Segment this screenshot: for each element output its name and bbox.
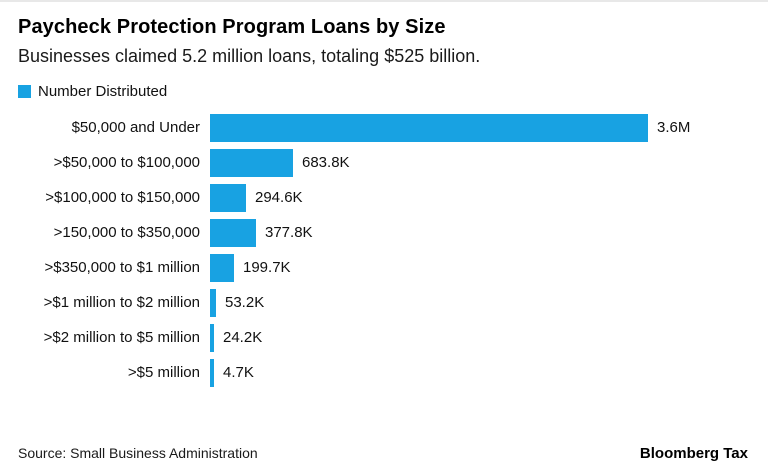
bar-category-label: >$100,000 to $150,000: [45, 189, 200, 206]
bar-category-label: >$5 million: [127, 364, 200, 381]
legend-label: Number Distributed: [38, 83, 168, 100]
bar: [210, 113, 648, 142]
bar-track: 294.6K: [210, 183, 748, 212]
bar-row: >$50,000 to $100,000 683.8K: [18, 145, 748, 180]
bar: [210, 358, 214, 387]
bar-track: 199.7K: [210, 253, 748, 282]
bar-track: 24.2K: [210, 323, 748, 352]
bar: [210, 148, 293, 177]
legend-square-icon: [18, 85, 31, 98]
bar-value-label: 683.8K: [302, 154, 350, 171]
bar-category-label: $50,000 and Under: [71, 119, 200, 136]
bar-chart: $50,000 and Under 3.6M >$50,000 to $100,00…: [18, 110, 748, 390]
bar: [210, 183, 246, 212]
bar-row: >150,000 to $350,000 377.8K: [18, 215, 748, 250]
bar-value-label: 4.7K: [223, 364, 254, 381]
legend: Number Distributed: [18, 83, 748, 100]
bar-category-label: >$2 million to $5 million: [43, 329, 200, 346]
bar-row: >$1 million to $2 million 53.2K: [18, 285, 748, 320]
bar-row: >$100,000 to $150,000 294.6K: [18, 180, 748, 215]
bar-value-label: 377.8K: [265, 224, 313, 241]
chart-card: Paycheck Protection Program Loans by Siz…: [0, 2, 768, 390]
bar: [210, 288, 216, 317]
bar-value-label: 3.6M: [657, 119, 691, 136]
bar-row: >$350,000 to $1 million 199.7K: [18, 250, 748, 285]
bar-track: 53.2K: [210, 288, 748, 317]
bar-track: 4.7K: [210, 358, 748, 387]
brand-logo: Bloomberg Tax: [639, 445, 748, 462]
bar-row: >$5 million 4.7K: [18, 355, 748, 390]
bar-track: 3.6M: [210, 113, 748, 142]
chart-subtitle: Businesses claimed 5.2 million loans, to…: [18, 46, 481, 66]
bar-value-label: 294.6K: [255, 189, 303, 206]
bar-category-label: >$50,000 to $100,000: [53, 154, 200, 171]
bar-row: $50,000 and Under 3.6M: [18, 110, 748, 145]
bar-category-label: >$1 million to $2 million: [43, 294, 200, 311]
bar-value-label: 53.2K: [225, 294, 265, 311]
bar-value-label: 199.7K: [243, 259, 291, 276]
bar-track: 683.8K: [210, 148, 748, 177]
bar-track: 377.8K: [210, 218, 748, 247]
bar: [210, 218, 256, 247]
source-note: Source: Small Business Administration: [18, 445, 258, 461]
footer: Source: Small Business Administration Bl…: [18, 445, 748, 462]
bar-row: >$2 million to $5 million 24.2K: [18, 320, 748, 355]
bar-value-label: 24.2K: [223, 329, 263, 346]
bar-category-label: >$350,000 to $1 million: [44, 259, 200, 276]
bar-category-label: >150,000 to $350,000: [53, 224, 200, 241]
bar: [210, 253, 234, 282]
chart-title: Paycheck Protection Program Loans by Siz…: [18, 16, 446, 38]
bar: [210, 323, 214, 352]
